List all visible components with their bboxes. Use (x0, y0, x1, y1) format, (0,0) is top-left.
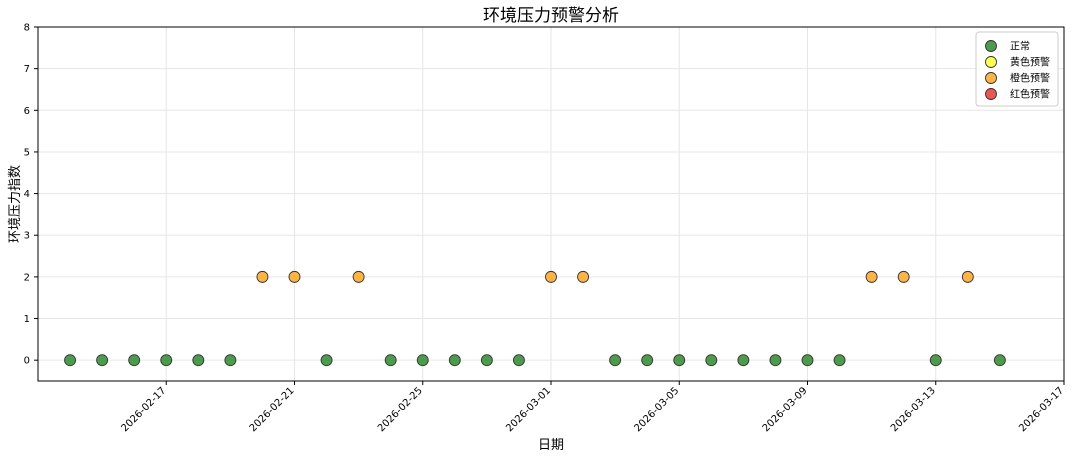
data-point: 橙色预警 2026-03-11: 2 (865, 270, 878, 283)
data-point: 橙色预警 2026-03-02: 2 (577, 270, 590, 283)
data-point: 橙色预警 2026-02-20: 2 (256, 270, 269, 283)
y-tick-label: 4 (24, 189, 30, 200)
y-axis-label: 环境压力指数 (8, 165, 23, 243)
y-tick-label: 5 (24, 147, 30, 158)
legend-marker (985, 40, 997, 52)
data-point: 正常 2026-03-08: 0 (769, 354, 782, 367)
y-tick-label: 6 (24, 106, 30, 117)
data-point: 橙色预警 2026-02-23: 2 (352, 270, 365, 283)
legend-label: 正常 (1010, 40, 1030, 53)
legend-label: 红色预警 (1010, 88, 1050, 101)
data-point: 正常 2026-02-14: 0 (64, 354, 77, 367)
legend-box (975, 31, 1059, 107)
data-point: 正常 2026-02-17: 0 (160, 354, 173, 367)
data-point: 正常 2026-03-15: 0 (993, 354, 1006, 367)
data-point: 正常 2026-02-15: 0 (96, 354, 109, 367)
data-point: 橙色预警 2026-03-01: 2 (545, 270, 557, 283)
legend-label: 黄色预警 (1010, 56, 1050, 69)
data-point: 橙色预警 2026-02-21: 2 (288, 270, 301, 283)
data-point: 正常 2026-02-27: 0 (480, 354, 493, 367)
y-tick-label: 0 (24, 356, 30, 367)
data-point: 正常 2026-03-04: 0 (641, 354, 654, 367)
y-tick-label: 3 (24, 231, 30, 242)
legend-marker (985, 72, 997, 84)
data-point: 正常 2026-03-09: 0 (801, 354, 814, 367)
data-point: 橙色预警 2026-03-14: 2 (961, 270, 974, 283)
data-point: 正常 2026-02-22: 0 (320, 354, 333, 367)
data-point: 正常 2026-02-24: 0 (384, 354, 397, 367)
data-point: 正常 2026-03-05: 0 (673, 354, 686, 367)
y-tick-label: 2 (24, 272, 30, 283)
chart-title: 环境压力预警分析 (483, 6, 619, 26)
legend-marker (985, 56, 997, 68)
data-point: 橙色预警 2026-03-12: 2 (897, 270, 910, 283)
data-point: 正常 2026-02-18: 0 (192, 354, 205, 367)
data-point: 正常 2026-03-06: 0 (705, 354, 718, 367)
data-point: 正常 2026-03-07: 0 (737, 354, 750, 367)
y-tick-label: 1 (24, 314, 30, 325)
data-points: 正常 2026-02-14: 0 正常 2026-02-15: 0 正常 2026-… (64, 270, 1006, 367)
data-point: 正常 2026-03-03: 0 (609, 354, 622, 367)
data-point: 正常 2026-02-26: 0 (448, 354, 461, 367)
legend-marker (985, 88, 997, 100)
data-point: 正常 2026-02-28: 0 (512, 354, 525, 367)
y-tick-label: 8 (24, 23, 30, 34)
x-axis-label: 日期 (538, 438, 564, 453)
data-point: 正常 2026-02-16: 0 (128, 354, 141, 367)
data-point: 正常 2026-02-25: 0 (416, 354, 429, 367)
legend-label: 橙色预警 (1010, 72, 1050, 85)
y-tick-label: 7 (24, 64, 30, 75)
data-point: 正常 2026-02-19: 0 (224, 354, 237, 367)
data-point: 正常 2026-03-13: 0 (929, 354, 942, 367)
data-point: 正常 2026-03-10: 0 (833, 354, 846, 367)
